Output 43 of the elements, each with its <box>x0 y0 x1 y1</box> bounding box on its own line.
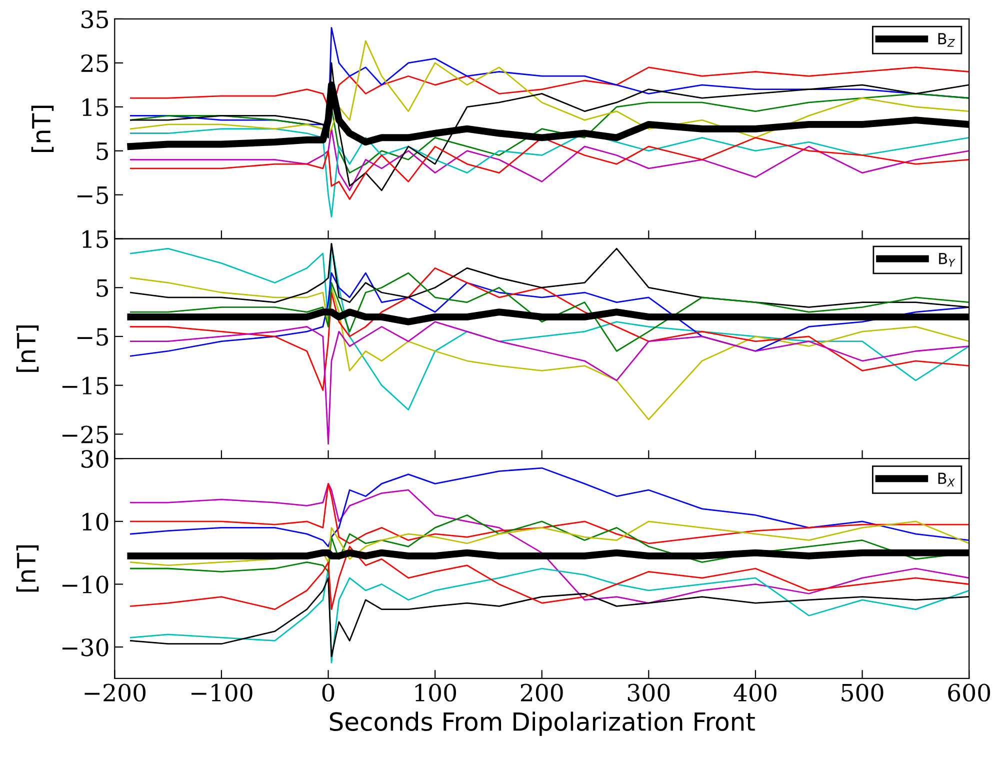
y-tick-label: 25 <box>81 54 108 72</box>
x-tick-label: −200 <box>84 684 146 702</box>
line-series <box>130 66 970 112</box>
y-axis-title: [nT] <box>16 326 39 372</box>
y-axis-title: [nT] <box>31 106 54 152</box>
y-tick-label: −5 <box>77 186 108 204</box>
y-tick-label: −5 <box>77 328 108 346</box>
line-series <box>130 321 970 445</box>
x-axis-title: Seconds From Dipolarization Front <box>330 712 755 736</box>
y-tick-label: 5 <box>96 142 108 160</box>
line-series <box>130 136 970 200</box>
x-tick-label: −100 <box>192 684 252 702</box>
legend-label: B$_{Y}$ <box>939 252 956 267</box>
y-axis-title: [nT] <box>16 545 39 592</box>
line-series <box>130 277 970 420</box>
line-series <box>130 568 970 664</box>
line-series <box>130 128 970 192</box>
line-series <box>130 520 970 566</box>
line-series <box>130 242 970 410</box>
x-tick-label: 600 <box>948 684 990 702</box>
x-tick-label: 0 <box>322 684 334 702</box>
y-tick-label: −30 <box>62 638 108 656</box>
legend-label: B$_{X}$ <box>938 472 955 486</box>
y-tick-label: 5 <box>96 279 108 297</box>
y-tick-label: 30 <box>82 450 108 468</box>
y-tick-label: 10 <box>82 512 108 531</box>
y-tick-label: −15 <box>62 376 108 395</box>
y-tick-label: 15 <box>82 98 108 116</box>
line-series <box>130 92 970 174</box>
line-series <box>130 546 970 610</box>
x-tick-label: 300 <box>628 684 670 702</box>
y-tick-label: −25 <box>62 426 108 444</box>
y-tick-label: 15 <box>82 230 108 248</box>
line-series <box>130 467 970 548</box>
y-tick-label: 35 <box>82 10 108 28</box>
x-tick-label: 500 <box>842 684 884 702</box>
line-series <box>130 267 970 391</box>
x-tick-label: 100 <box>415 684 456 702</box>
x-tick-label: 400 <box>734 684 776 702</box>
line-series <box>130 128 970 218</box>
x-tick-label: 200 <box>520 684 563 702</box>
y-tick-label: −10 <box>62 576 108 594</box>
legend-label: B$_{Z}$ <box>938 33 955 47</box>
